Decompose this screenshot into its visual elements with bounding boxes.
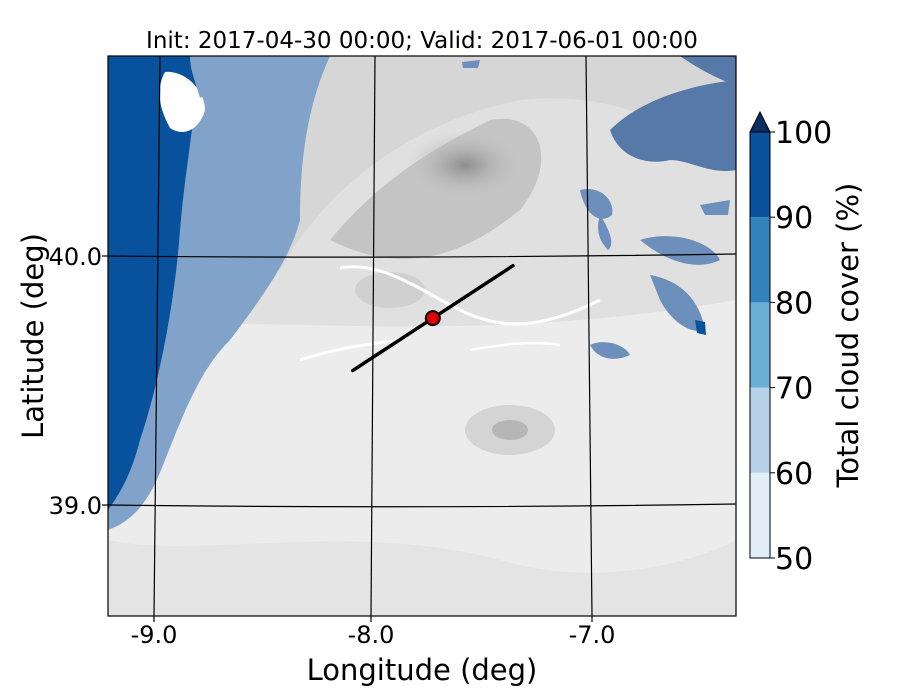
map-panel <box>108 56 736 616</box>
graticule <box>108 56 736 616</box>
meridian-line <box>585 56 593 616</box>
colorbar-tick-label: 50 <box>775 542 813 577</box>
cloud-cover-70-80 <box>610 80 736 172</box>
colorbar-tick-label: 80 <box>775 286 813 321</box>
terrain-hilltop <box>492 420 528 440</box>
x-tick-label: -7.0 <box>569 621 616 649</box>
river <box>299 338 401 362</box>
parallel-line <box>108 503 736 508</box>
cloud-cover-60-70 <box>650 275 705 331</box>
cloud-cover-60-70 <box>700 200 730 215</box>
cloud-cover-60-70 <box>640 236 720 265</box>
colorbar-tick-label: 60 <box>775 457 813 492</box>
meridian-line <box>370 56 376 616</box>
colorbar-tick-label: 70 <box>775 372 813 407</box>
colorbar-frame <box>749 131 771 559</box>
parallel-line <box>108 253 736 258</box>
cloud-cover-60-70 <box>598 215 612 250</box>
cloud-cover-60-70 <box>590 342 630 359</box>
colorbar-ticks: 50 60 70 80 90 100 <box>770 116 832 577</box>
meridian-line <box>153 56 161 616</box>
cloud-cover-70-80 <box>680 56 736 85</box>
map-frame <box>107 55 737 617</box>
terrain-highland <box>260 56 736 270</box>
colorbar-segment <box>750 132 770 218</box>
x-axis: -9.0 -8.0 -7.0 Longitude (deg) <box>131 616 616 687</box>
colorbar-segment <box>750 472 770 558</box>
colorbar: 50 60 70 80 90 100 Total cloud cover (%) <box>749 110 865 577</box>
cloud-cover-60-70 <box>190 56 216 98</box>
x-tick-label: -8.0 <box>348 621 395 649</box>
terrain-hill <box>355 272 425 308</box>
location-marker <box>424 310 441 327</box>
y-tick-label: 40.0 <box>49 243 102 271</box>
cloud-gap <box>159 71 205 132</box>
x-tick-label: -9.0 <box>131 621 178 649</box>
cloud-cover-90-100 <box>108 56 200 510</box>
terrain-lowland <box>108 540 736 616</box>
chart-title: Init: 2017-04-30 00:00; Valid: 2017-06-0… <box>146 28 698 54</box>
colorbar-extend-arrow <box>749 110 771 133</box>
colorbar-segment <box>750 302 770 388</box>
x-axis-label: Longitude (deg) <box>307 653 538 687</box>
cloud-cover-60-70 <box>462 60 480 68</box>
colorbar-segment <box>750 217 770 303</box>
y-tick-label: 39.0 <box>49 492 102 520</box>
y-axis: 40.0 39.0 Latitude (deg) <box>16 233 108 520</box>
colorbar-segments <box>750 132 770 558</box>
colorbar-tick-label: 90 <box>775 201 813 236</box>
colorbar-tick-label: 100 <box>775 116 832 151</box>
colorbar-label: Total cloud cover (%) <box>831 183 865 489</box>
terrain-peak <box>405 130 525 200</box>
river <box>469 341 561 352</box>
y-axis-label: Latitude (deg) <box>16 233 50 439</box>
river <box>339 265 601 326</box>
cloud-cover-90-100 <box>695 320 706 335</box>
colorbar-segment <box>750 387 770 473</box>
